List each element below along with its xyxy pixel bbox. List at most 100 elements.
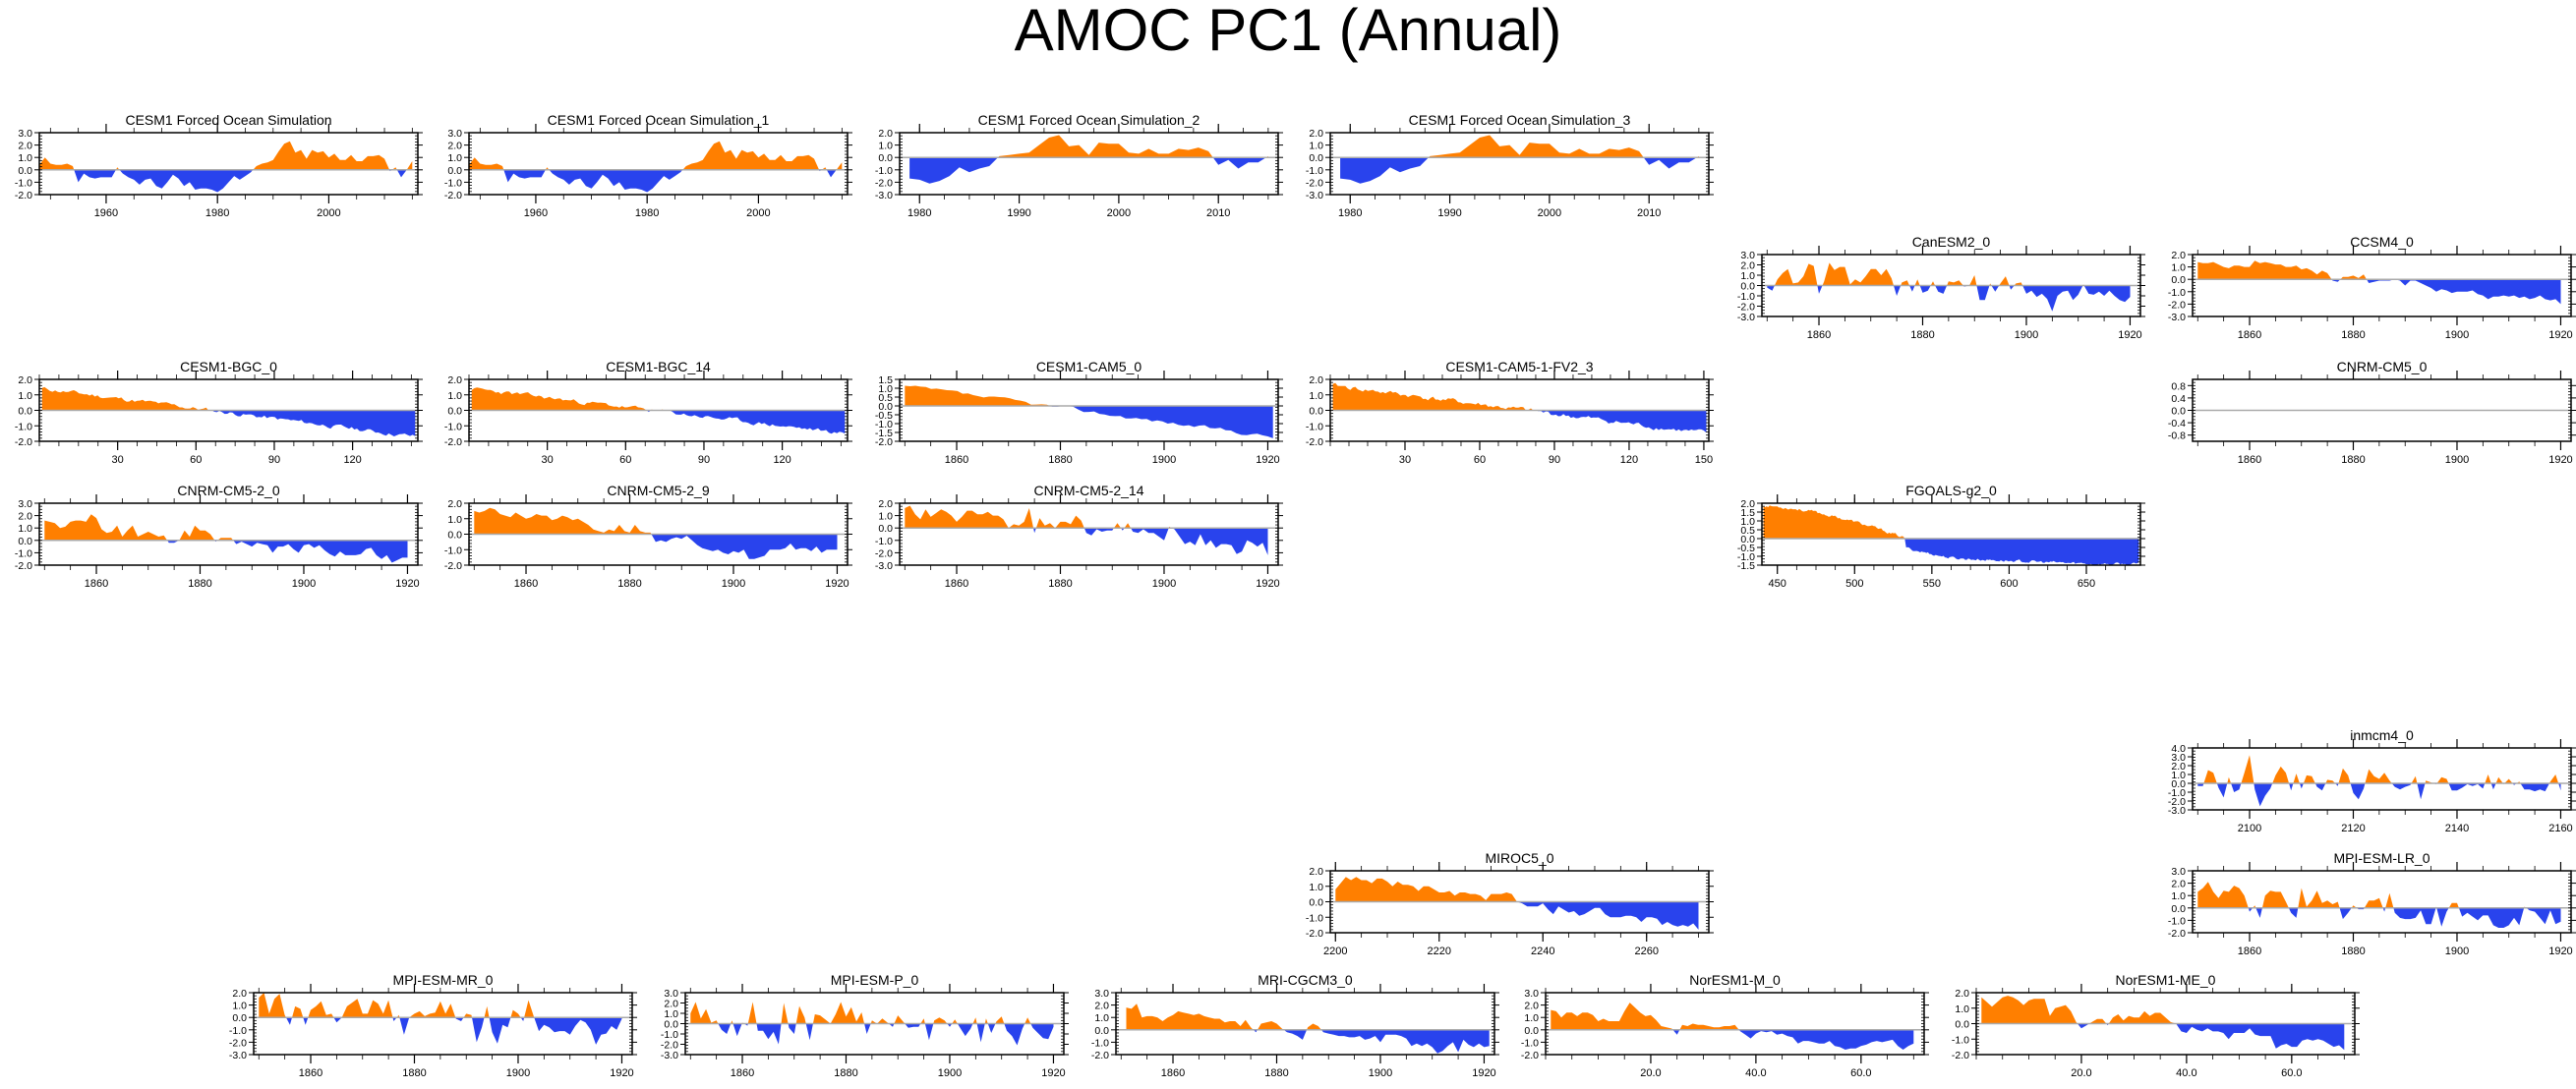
panel-cesm1-forced-ocean-simulation-3: CESM1 Forced Ocean Simulation_3 2.01.00.0… — [1306, 112, 1714, 219]
y-tick-label: -1.0 — [444, 421, 462, 432]
y-tick-label: -1.0 — [229, 1025, 247, 1037]
y-tick-label: -3.0 — [875, 560, 893, 572]
y-tick-label: -2.0 — [229, 1037, 247, 1049]
y-tick-label: 0.0 — [18, 165, 32, 177]
panel-title: CESM1 Forced Ocean Simulation_1 — [548, 112, 770, 128]
x-tick-label: 40.0 — [1745, 1067, 1766, 1079]
negative-area — [1253, 1029, 1490, 1054]
panel-title: inmcm4_0 — [2350, 727, 2414, 743]
positive-area — [1551, 1003, 1739, 1030]
y-tick-label: 0.4 — [2171, 393, 2186, 405]
x-tick-label: 1980 — [205, 207, 229, 219]
y-tick-label: -1.0 — [875, 419, 893, 430]
negative-area — [1332, 410, 1707, 433]
x-tick-label: 1860 — [945, 454, 968, 466]
x-tick-label: 1900 — [938, 1067, 962, 1079]
x-tick-label: 90 — [268, 454, 280, 466]
y-tick-label: -3.0 — [1306, 190, 1323, 201]
y-tick-label: 0.0 — [18, 536, 32, 547]
x-tick-label: 1980 — [1338, 207, 1362, 219]
y-tick-label: -3.0 — [2168, 312, 2186, 323]
x-tick-label: 1900 — [292, 578, 316, 590]
panel-title: FGOALS-g2_0 — [1905, 483, 1997, 498]
y-tick-label: -1.0 — [15, 421, 32, 432]
positive-area — [1340, 135, 1699, 158]
x-tick-label: 1900 — [1369, 1067, 1392, 1079]
y-tick-label: 2.0 — [2171, 761, 2186, 773]
panel-cnrm-cm5-2-0: CNRM-CM5-2_0 3.02.01.00.0-1.0-2.0 1860 1880… — [15, 483, 423, 590]
y-tick-label: 3.0 — [664, 988, 678, 1000]
y-tick-label: 2.0 — [447, 141, 462, 152]
panel-title: CNRM-CM5-2_9 — [607, 483, 709, 498]
y-tick-label: 1.0 — [878, 383, 893, 395]
panel-mpi-esm-p-0: MPI-ESM-P_0 3.02.01.00.0-1.0-2.0-3.0 1860 1… — [661, 972, 1069, 1079]
x-tick-label: 30 — [542, 454, 554, 466]
x-tick-label: 2220 — [1428, 946, 1451, 957]
y-tick-label: -2.0 — [1952, 1050, 1969, 1061]
positive-area — [2197, 260, 2561, 280]
x-tick-label: 60 — [619, 454, 631, 466]
y-tick-label: -1.0 — [1737, 551, 1755, 563]
x-tick-label: 1990 — [1437, 207, 1461, 219]
x-tick-label: 1900 — [2445, 329, 2469, 341]
y-tick-label: 3.0 — [18, 498, 32, 510]
y-tick-label: -1.0 — [661, 1029, 678, 1041]
y-tick-label: 0.0 — [1094, 1025, 1109, 1037]
y-tick-label: 0.0 — [447, 165, 462, 177]
positive-area — [1767, 262, 2131, 286]
x-tick-label: 1900 — [2015, 329, 2038, 341]
x-tick-label: 1880 — [2341, 329, 2365, 341]
panel-canesm2-0: CanESM2_0 3.02.01.00.0-1.0-2.0-3.0 1860 188… — [1737, 234, 2145, 341]
x-tick-label: 2240 — [1531, 946, 1554, 957]
x-tick-label: 1900 — [722, 578, 745, 590]
panel-cnrm-cm5-2-14: CNRM-CM5-2_14 2.01.00.0-1.0-2.0-3.0 1860 18… — [875, 483, 1283, 590]
y-tick-label: 1.0 — [1094, 1012, 1109, 1024]
y-tick-label: 2.0 — [1740, 498, 1755, 510]
x-tick-label: 60 — [190, 454, 202, 466]
y-tick-label: 1.0 — [1309, 141, 1323, 152]
panel-title: CESM1 Forced Ocean Simulation — [125, 112, 331, 128]
y-tick-label: -1.0 — [875, 165, 893, 177]
panel-cesm1-forced-ocean-simulation-2: CESM1 Forced Ocean Simulation_2 2.01.00.0… — [875, 112, 1283, 219]
positive-area — [39, 141, 413, 170]
panel-cesm1-cam5-0: CESM1-CAM5_0 1.51.00.50.0-0.5-1.0-1.5-2.0… — [875, 359, 1283, 466]
y-tick-label: 1.0 — [1955, 1003, 1969, 1015]
panel-title: NorESM1-M_0 — [1689, 972, 1781, 988]
y-tick-label: 0.0 — [2171, 903, 2186, 915]
negative-area — [503, 169, 837, 193]
y-tick-label: -0.8 — [2168, 430, 2186, 442]
y-tick-label: 2.0 — [2171, 879, 2186, 890]
y-tick-label: 1.0 — [232, 1001, 247, 1012]
y-tick-label: 1.5 — [878, 374, 893, 386]
y-tick-label: -3.0 — [875, 190, 893, 201]
y-tick-label: -2.0 — [1306, 177, 1323, 189]
negative-area — [909, 157, 1268, 184]
y-tick-label: 1.0 — [447, 152, 462, 164]
y-tick-label: -1.0 — [1306, 912, 1323, 924]
panel-cnrm-cm5-2-9: CNRM-CM5-2_9 2.0 1.0 0.0 -1.0 -2.0 1860 1880 190… — [444, 483, 852, 590]
y-tick-label: -1.0 — [1306, 421, 1323, 432]
y-tick-label: 0.0 — [1740, 534, 1755, 545]
y-tick-label: 0.0 — [1524, 1025, 1539, 1037]
x-tick-label: 1920 — [1256, 454, 1279, 466]
y-tick-label: 0.0 — [1309, 897, 1323, 909]
y-tick-label: 1.0 — [18, 152, 32, 164]
x-tick-label: 1860 — [2238, 454, 2261, 466]
y-tick-label: 2.0 — [18, 511, 32, 523]
y-tick-label: 2.0 — [18, 141, 32, 152]
y-tick-label: -2.0 — [15, 560, 32, 572]
x-tick-label: 1920 — [2118, 329, 2141, 341]
y-tick-label: -1.0 — [15, 177, 32, 189]
panel-title: CESM1 Forced Ocean Simulation_3 — [1409, 112, 1631, 128]
x-tick-label: 600 — [2000, 578, 2018, 590]
y-tick-label: 0.0 — [447, 530, 462, 542]
y-tick-label: -2.0 — [1306, 436, 1323, 448]
panel-title: MRI-CGCM3_0 — [1258, 972, 1353, 988]
x-tick-label: 20.0 — [2071, 1067, 2091, 1079]
panel-noresm1-me-0: NorESM1-ME_0 2.0 1.0 0.0 -1.0 -2.0 20.0 40.0 60.… — [1952, 972, 2360, 1079]
x-tick-label: 1880 — [1048, 578, 1072, 590]
y-tick-label: 1.0 — [18, 390, 32, 402]
x-tick-label: 1880 — [1910, 329, 1934, 341]
y-tick-label: -2.0 — [15, 190, 32, 201]
